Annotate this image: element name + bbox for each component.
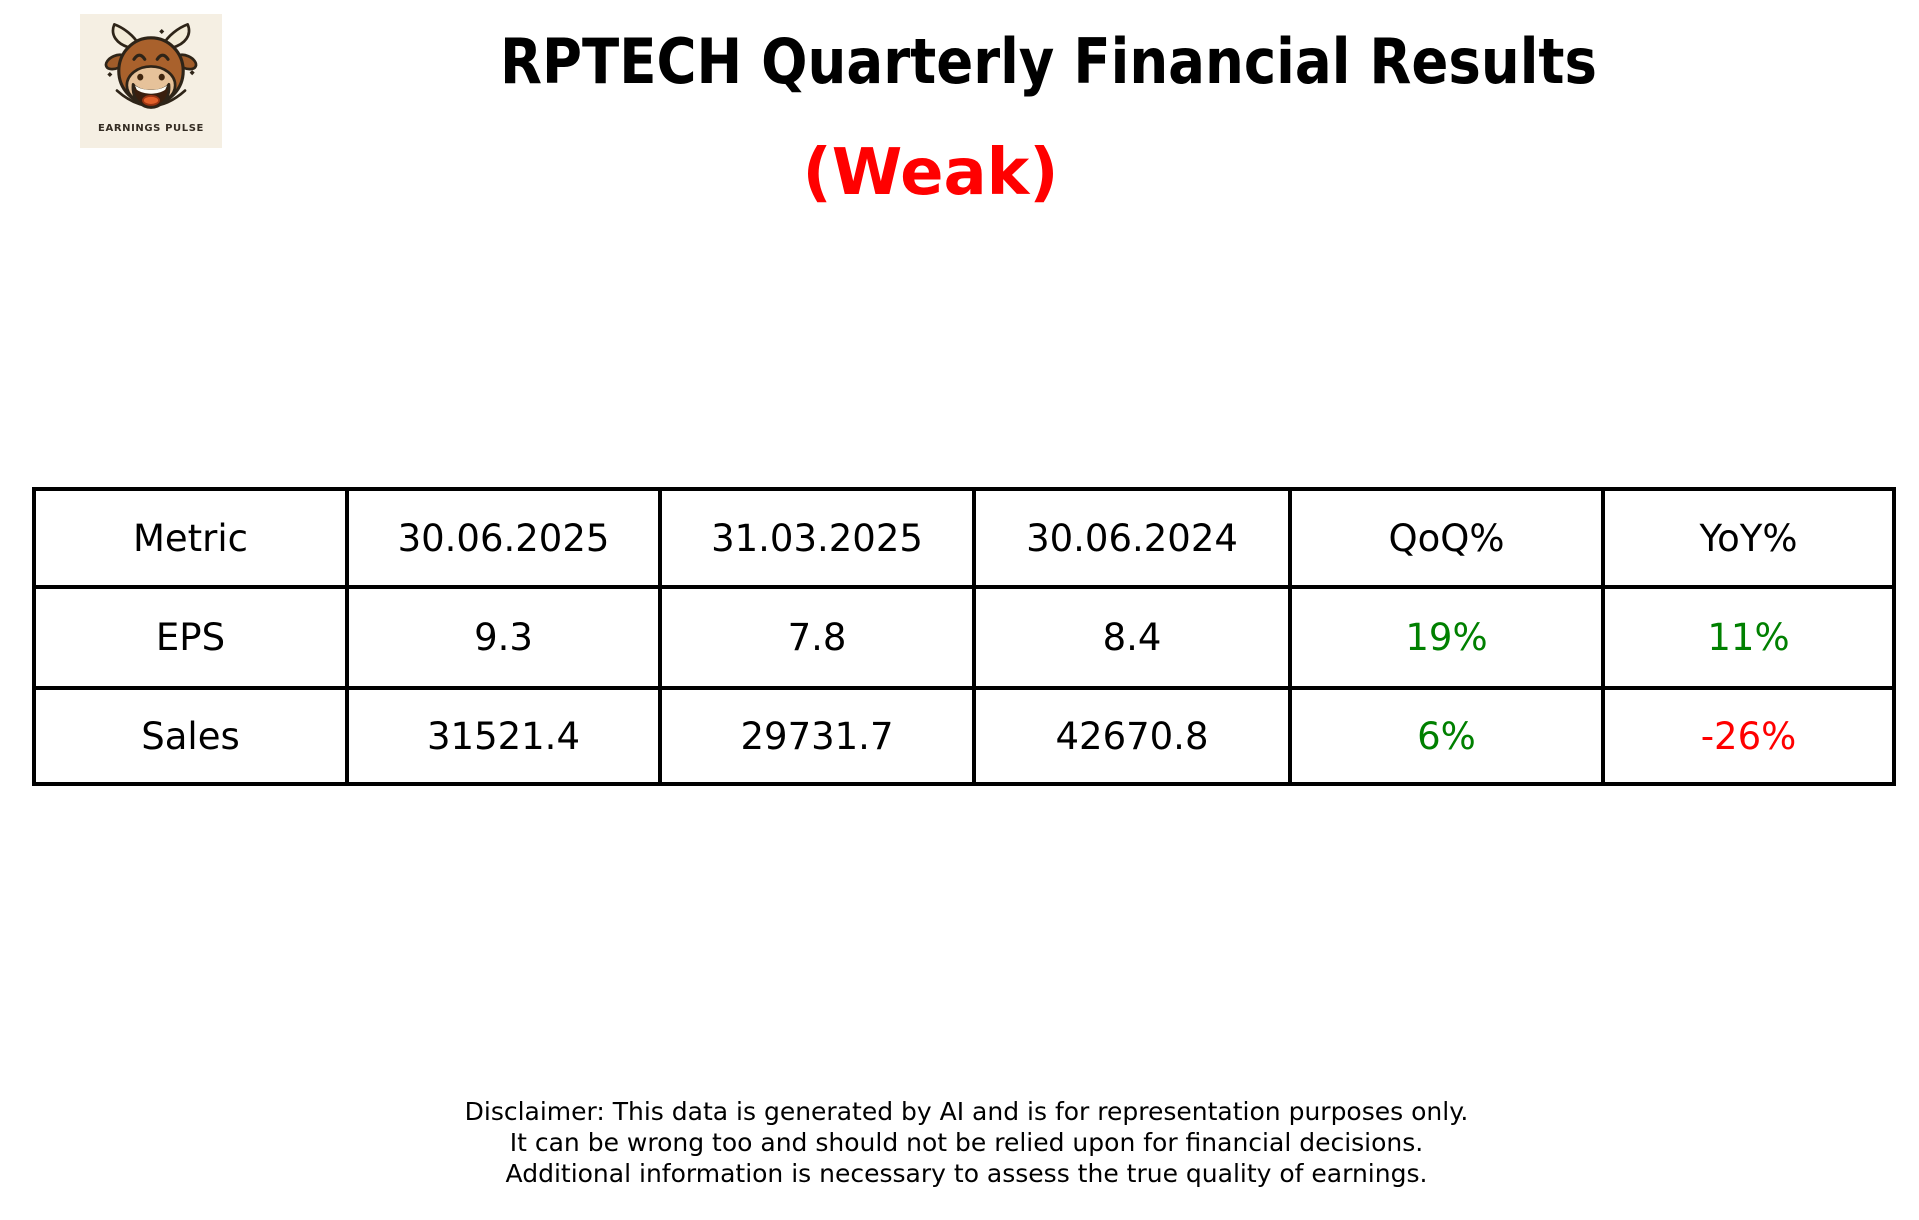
logo-brand-text: EARNINGS PULSE (98, 123, 204, 134)
table-header-row: Metric 30.06.2025 31.03.2025 30.06.2024 … (32, 487, 1896, 589)
disclaimer: Disclaimer: This data is generated by AI… (7, 1096, 1919, 1189)
qoq-cell: 19% (1288, 585, 1605, 690)
earnings-pulse-logo: EARNINGS PULSE (80, 14, 222, 148)
column-header-q-current: 30.06.2025 (345, 487, 662, 589)
qoq-cell: 6% (1288, 686, 1605, 786)
metric-cell: EPS (32, 585, 349, 690)
value-cell: 8.4 (972, 585, 1292, 690)
page-title: RPTECH Quarterly Financial Results (499, 25, 1598, 98)
value-cell: 42670.8 (972, 686, 1292, 786)
value-cell: 9.3 (345, 585, 662, 690)
column-header-qoq: QoQ% (1288, 487, 1605, 589)
column-header-q-prev: 31.03.2025 (658, 487, 976, 589)
value-cell: 7.8 (658, 585, 976, 690)
table-row-sales: Sales 31521.4 29731.7 42670.8 6% -26% (32, 686, 1896, 786)
metric-cell: Sales (32, 686, 349, 786)
column-header-yoy: YoY% (1601, 487, 1896, 589)
value-cell: 31521.4 (345, 686, 662, 786)
laughing-bull-icon (104, 23, 198, 109)
disclaimer-line: Disclaimer: This data is generated by AI… (464, 1097, 1469, 1126)
verdict-label: (Weak) (802, 136, 1059, 210)
yoy-cell: 11% (1601, 585, 1896, 690)
disclaimer-line: It can be wrong too and should not be re… (509, 1128, 1424, 1157)
disclaimer-line: Additional information is necessary to a… (505, 1159, 1428, 1188)
yoy-cell: -26% (1601, 686, 1896, 786)
table-row-eps: EPS 9.3 7.8 8.4 19% 11% (32, 585, 1896, 690)
column-header-q-yearago: 30.06.2024 (972, 487, 1292, 589)
financial-results-table: Metric 30.06.2025 31.03.2025 30.06.2024 … (32, 487, 1896, 786)
value-cell: 29731.7 (658, 686, 976, 786)
column-header-metric: Metric (32, 487, 349, 589)
